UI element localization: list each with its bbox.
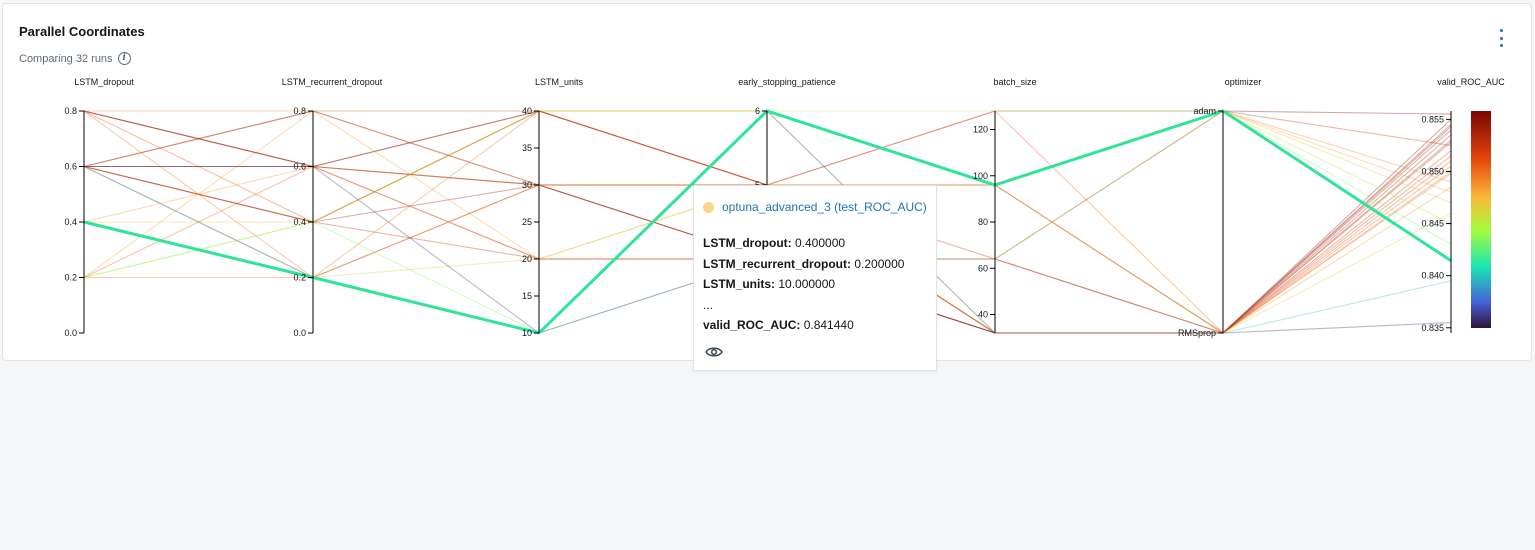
tooltip-row: valid_ROC_AUC: 0.841440 bbox=[703, 315, 904, 336]
tick-label: 0.845 bbox=[1421, 219, 1444, 229]
axis-optimizer: optimizer RMSprop adam bbox=[1178, 77, 1261, 338]
axis-title[interactable]: early_stopping_patience bbox=[738, 77, 836, 87]
tick-label: 100 bbox=[973, 171, 988, 181]
tooltip-row: ... bbox=[703, 295, 904, 316]
card-title: Parallel Coordinates bbox=[19, 24, 145, 39]
tick-label: 40 bbox=[522, 106, 532, 116]
axis-valid_ROC_AUC: valid_ROC_AUC 0.835 0.840 0.845 0.850 0.855 bbox=[1421, 77, 1505, 333]
tooltip-key: LSTM_recurrent_dropout: bbox=[703, 256, 852, 271]
tooltip-ellipsis: ... bbox=[703, 297, 714, 312]
axes: LSTM_dropout0.00.20.40.60.8LSTM_recurren… bbox=[64, 77, 1505, 338]
tick-label: 35 bbox=[522, 143, 532, 153]
tick-label: 15 bbox=[522, 291, 532, 301]
tick-label: 0.6 bbox=[64, 162, 77, 172]
tick-label: 0.4 bbox=[64, 217, 77, 227]
axis-title[interactable]: optimizer bbox=[1225, 77, 1262, 87]
tick-label: 6 bbox=[755, 106, 760, 116]
tooltip-run-link[interactable]: optuna_advanced_3 (test_ROC_AUC) bbox=[722, 200, 927, 214]
runs-count-text: Comparing 32 runs bbox=[19, 52, 113, 65]
tooltip-row: LSTM_dropout: 0.400000 bbox=[703, 233, 904, 254]
tick-label: adam bbox=[1193, 106, 1216, 116]
axis-title[interactable]: valid_ROC_AUC bbox=[1437, 77, 1505, 87]
axis-LSTM_units: LSTM_units 10 15 20 25 30 35 40 bbox=[522, 77, 584, 338]
eye-icon[interactable] bbox=[705, 346, 723, 358]
axis-title[interactable]: LSTM_units bbox=[535, 77, 584, 87]
axis-title[interactable]: LSTM_recurrent_dropout bbox=[282, 77, 383, 87]
tooltip-row: LSTM_recurrent_dropout: 0.200000 bbox=[703, 254, 904, 275]
colorbar bbox=[1471, 111, 1491, 328]
axis-batch_size: batch_size 40 60 80 100 120 bbox=[973, 77, 1037, 333]
kebab-menu-icon[interactable] bbox=[1494, 29, 1508, 47]
tick-label: 0.8 bbox=[64, 106, 77, 116]
tick-label: 120 bbox=[973, 125, 988, 135]
axis-title[interactable]: batch_size bbox=[993, 77, 1036, 87]
tooltip-key: LSTM_units: bbox=[703, 277, 775, 291]
tick-label: 25 bbox=[522, 217, 532, 227]
run-tooltip: optuna_advanced_3 (test_ROC_AUC) LSTM_dr… bbox=[693, 185, 937, 371]
tick-label: 0.840 bbox=[1421, 271, 1444, 281]
tick-label: 0.2 bbox=[293, 273, 306, 283]
tick-label: 0.2 bbox=[64, 273, 77, 283]
tick-label: 0.4 bbox=[293, 217, 306, 227]
tooltip-key: LSTM_dropout: bbox=[703, 236, 792, 250]
tick-label: 40 bbox=[978, 310, 988, 320]
tick-label: 0.850 bbox=[1421, 166, 1444, 176]
tooltip-row: LSTM_units: 10.000000 bbox=[703, 274, 904, 295]
tick-label: 0.8 bbox=[293, 106, 306, 116]
axis-LSTM_dropout: LSTM_dropout 0.0 0.2 0.4 0.6 0.8 bbox=[64, 77, 134, 338]
axis-title[interactable]: LSTM_dropout bbox=[74, 77, 134, 87]
info-icon[interactable]: i bbox=[117, 52, 131, 65]
tooltip-value: 0.200000 bbox=[854, 256, 905, 271]
run-color-dot bbox=[703, 201, 714, 213]
tick-label: 60 bbox=[978, 263, 988, 273]
tooltip-value: 0.400000 bbox=[795, 236, 846, 250]
axis-LSTM_recurrent_dropout: LSTM_recurrent_dropout 0.0 0.2 0.4 0.6 0.8 bbox=[282, 77, 383, 338]
tick-label: 0.0 bbox=[64, 328, 77, 338]
tooltip-value: 0.841440 bbox=[803, 318, 854, 332]
tick-label: 80 bbox=[978, 217, 988, 227]
tick-label: 0.6 bbox=[293, 162, 306, 172]
tick-label: 0.0 bbox=[293, 328, 306, 338]
tick-label: 10 bbox=[522, 328, 532, 338]
tooltip-header: optuna_advanced_3 (test_ROC_AUC) bbox=[703, 200, 927, 214]
tick-label: 30 bbox=[522, 180, 532, 190]
tooltip-key: valid_ROC_AUC: bbox=[703, 318, 801, 332]
tooltip-rows: LSTM_dropout: 0.400000 LSTM_recurrent_dr… bbox=[703, 233, 904, 336]
tick-label: 0.855 bbox=[1421, 114, 1444, 124]
colorbar-gradient bbox=[1471, 111, 1491, 328]
tooltip-value: 10.000000 bbox=[778, 277, 836, 291]
runs-count-subtitle: Comparing 32 runs i bbox=[19, 52, 131, 65]
tick-label: 0.835 bbox=[1421, 323, 1444, 333]
tick-label: RMSprop bbox=[1178, 328, 1216, 338]
tick-label: 20 bbox=[522, 254, 532, 264]
